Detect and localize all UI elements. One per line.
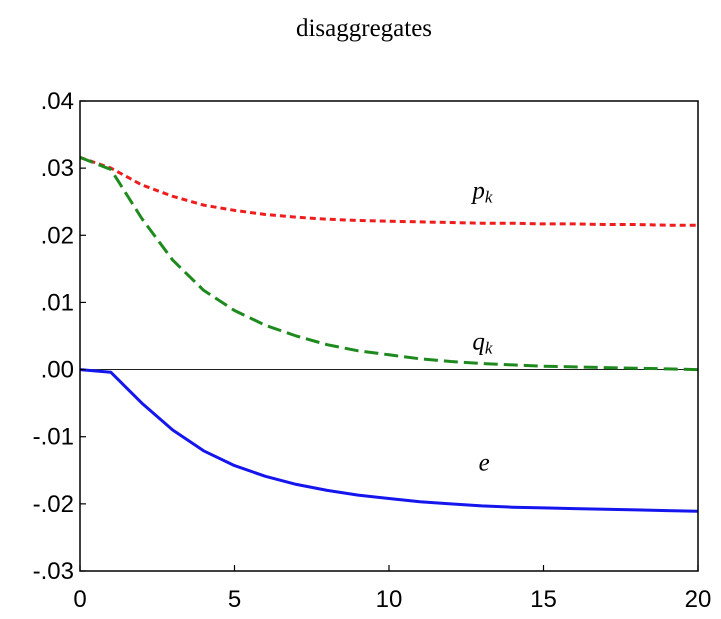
series-line-e: [79, 368, 699, 513]
x-tick-label: 0: [73, 586, 86, 613]
x-tick-label: 5: [228, 586, 241, 613]
y-tick-label: -.03: [33, 558, 74, 585]
series-label-pk: pk: [470, 177, 493, 206]
series-label-e: e: [479, 449, 490, 476]
plot-frame: [79, 100, 699, 572]
series-line-pk: [79, 155, 698, 227]
y-tick-label: .03: [41, 155, 74, 182]
y-tick-label: .02: [41, 222, 74, 249]
series-labels: pk qk e: [470, 177, 493, 476]
y-tick-label: .00: [41, 357, 74, 384]
series-label-qk: qk: [472, 328, 493, 357]
series-layer: [79, 155, 699, 513]
x-tick-label: 20: [685, 586, 712, 613]
y-tick-label: .01: [41, 289, 74, 316]
y-tick-label: .04: [41, 88, 74, 115]
y-tick-label: -.01: [33, 424, 74, 451]
x-tick-label: 10: [376, 586, 403, 613]
y-tick-label: -.02: [33, 491, 74, 518]
axes: .04 .03 .02 .01 .00 -.01 -.02 -.030 5 10 15 20: [33, 88, 712, 613]
x-tick-label: 15: [530, 586, 557, 613]
series-line-qk: [79, 156, 699, 372]
chart-title: disaggregates: [296, 15, 432, 42]
